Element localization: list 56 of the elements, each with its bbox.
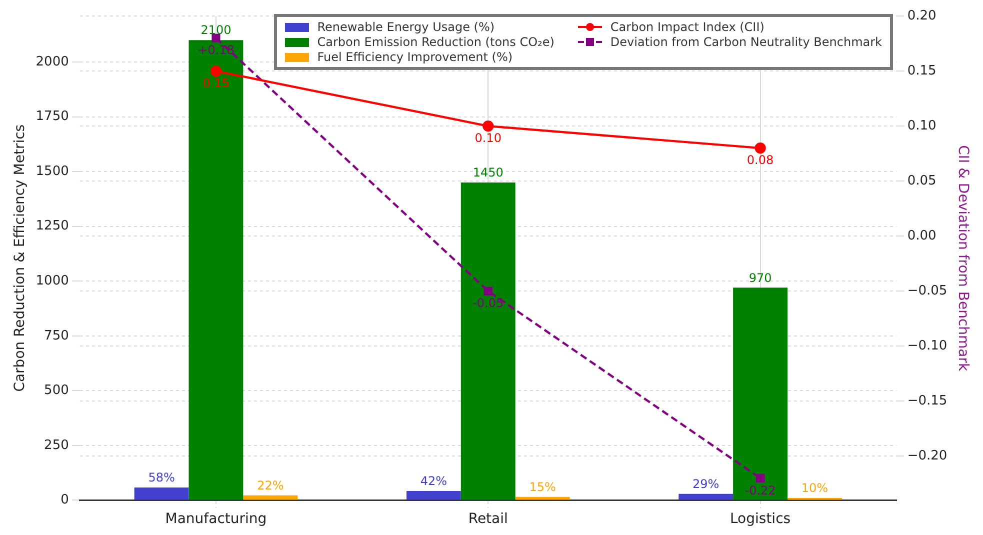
data-label: 0.10 xyxy=(474,131,502,146)
y2-tick-label: −0.05 xyxy=(907,283,948,298)
y2-tick-label: 0.00 xyxy=(907,228,936,244)
data-label: 1450 xyxy=(472,166,504,180)
data-label: -0.22 xyxy=(744,483,776,498)
y-tick-label: 250 xyxy=(44,438,69,453)
bar xyxy=(460,182,516,500)
point xyxy=(484,286,492,296)
y2-tick-label: 0.10 xyxy=(907,118,936,134)
point xyxy=(482,120,494,132)
data-label: 0.15 xyxy=(202,76,230,90)
y-tick-label: 1500 xyxy=(36,164,69,179)
x-tick-label: Manufacturing xyxy=(165,511,267,528)
y2-axis-title: CII & Deviation from Benchmark xyxy=(954,145,971,372)
y-tick-label: 2000 xyxy=(36,54,69,70)
y2-tick-label: 0.20 xyxy=(907,8,936,24)
legend-label: Fuel Efficiency Improvement (%) xyxy=(317,50,513,64)
bar xyxy=(134,487,189,500)
x-tick-label: Retail xyxy=(468,511,508,528)
data-label: 970 xyxy=(748,270,772,285)
y-tick-label: 500 xyxy=(44,383,69,398)
data-label: -0.05 xyxy=(472,296,504,310)
y2-tick-label: −0.10 xyxy=(907,338,948,354)
point xyxy=(754,142,766,154)
y-tick-label: 0 xyxy=(60,492,69,508)
data-label: 29% xyxy=(692,476,720,491)
data-label: 2100 xyxy=(200,23,232,38)
point xyxy=(210,65,222,77)
y-axis-title: Carbon Reduction & Efficiency Metrics xyxy=(12,124,28,392)
y-tick-label: 1250 xyxy=(36,218,69,234)
bar xyxy=(733,288,788,500)
bar xyxy=(243,495,298,500)
data-label: +0.18 xyxy=(198,43,234,58)
data-label: 58% xyxy=(148,470,175,485)
y2-tick-label: −0.20 xyxy=(907,448,948,464)
data-label: 15% xyxy=(529,480,556,494)
point xyxy=(756,474,765,482)
legend-label: Renewable Energy Usage (%) xyxy=(317,20,495,34)
data-label: 22% xyxy=(257,478,284,493)
bar xyxy=(515,496,570,500)
y2-tick-label: −0.15 xyxy=(907,394,948,409)
data-label: 0.08 xyxy=(746,153,774,168)
legend-label: Carbon Emission Reduction (tons CO₂e) xyxy=(317,35,554,49)
y2-tick-label: 0.15 xyxy=(907,63,936,78)
bar xyxy=(188,40,244,500)
data-label: 42% xyxy=(420,474,448,488)
legend-label: Deviation from Carbon Neutrality Benchmark xyxy=(610,35,882,49)
y-tick-label: 1000 xyxy=(36,273,69,288)
bar xyxy=(678,494,734,500)
legend-label: Carbon Impact Index (CII) xyxy=(610,20,764,34)
y-tick-label: 750 xyxy=(44,328,69,344)
x-tick-label: Logistics xyxy=(730,511,791,528)
bar xyxy=(406,491,461,500)
data-label: 10% xyxy=(801,481,828,496)
y-tick-label: 1750 xyxy=(36,109,69,124)
y2-tick-label: 0.05 xyxy=(907,173,936,188)
